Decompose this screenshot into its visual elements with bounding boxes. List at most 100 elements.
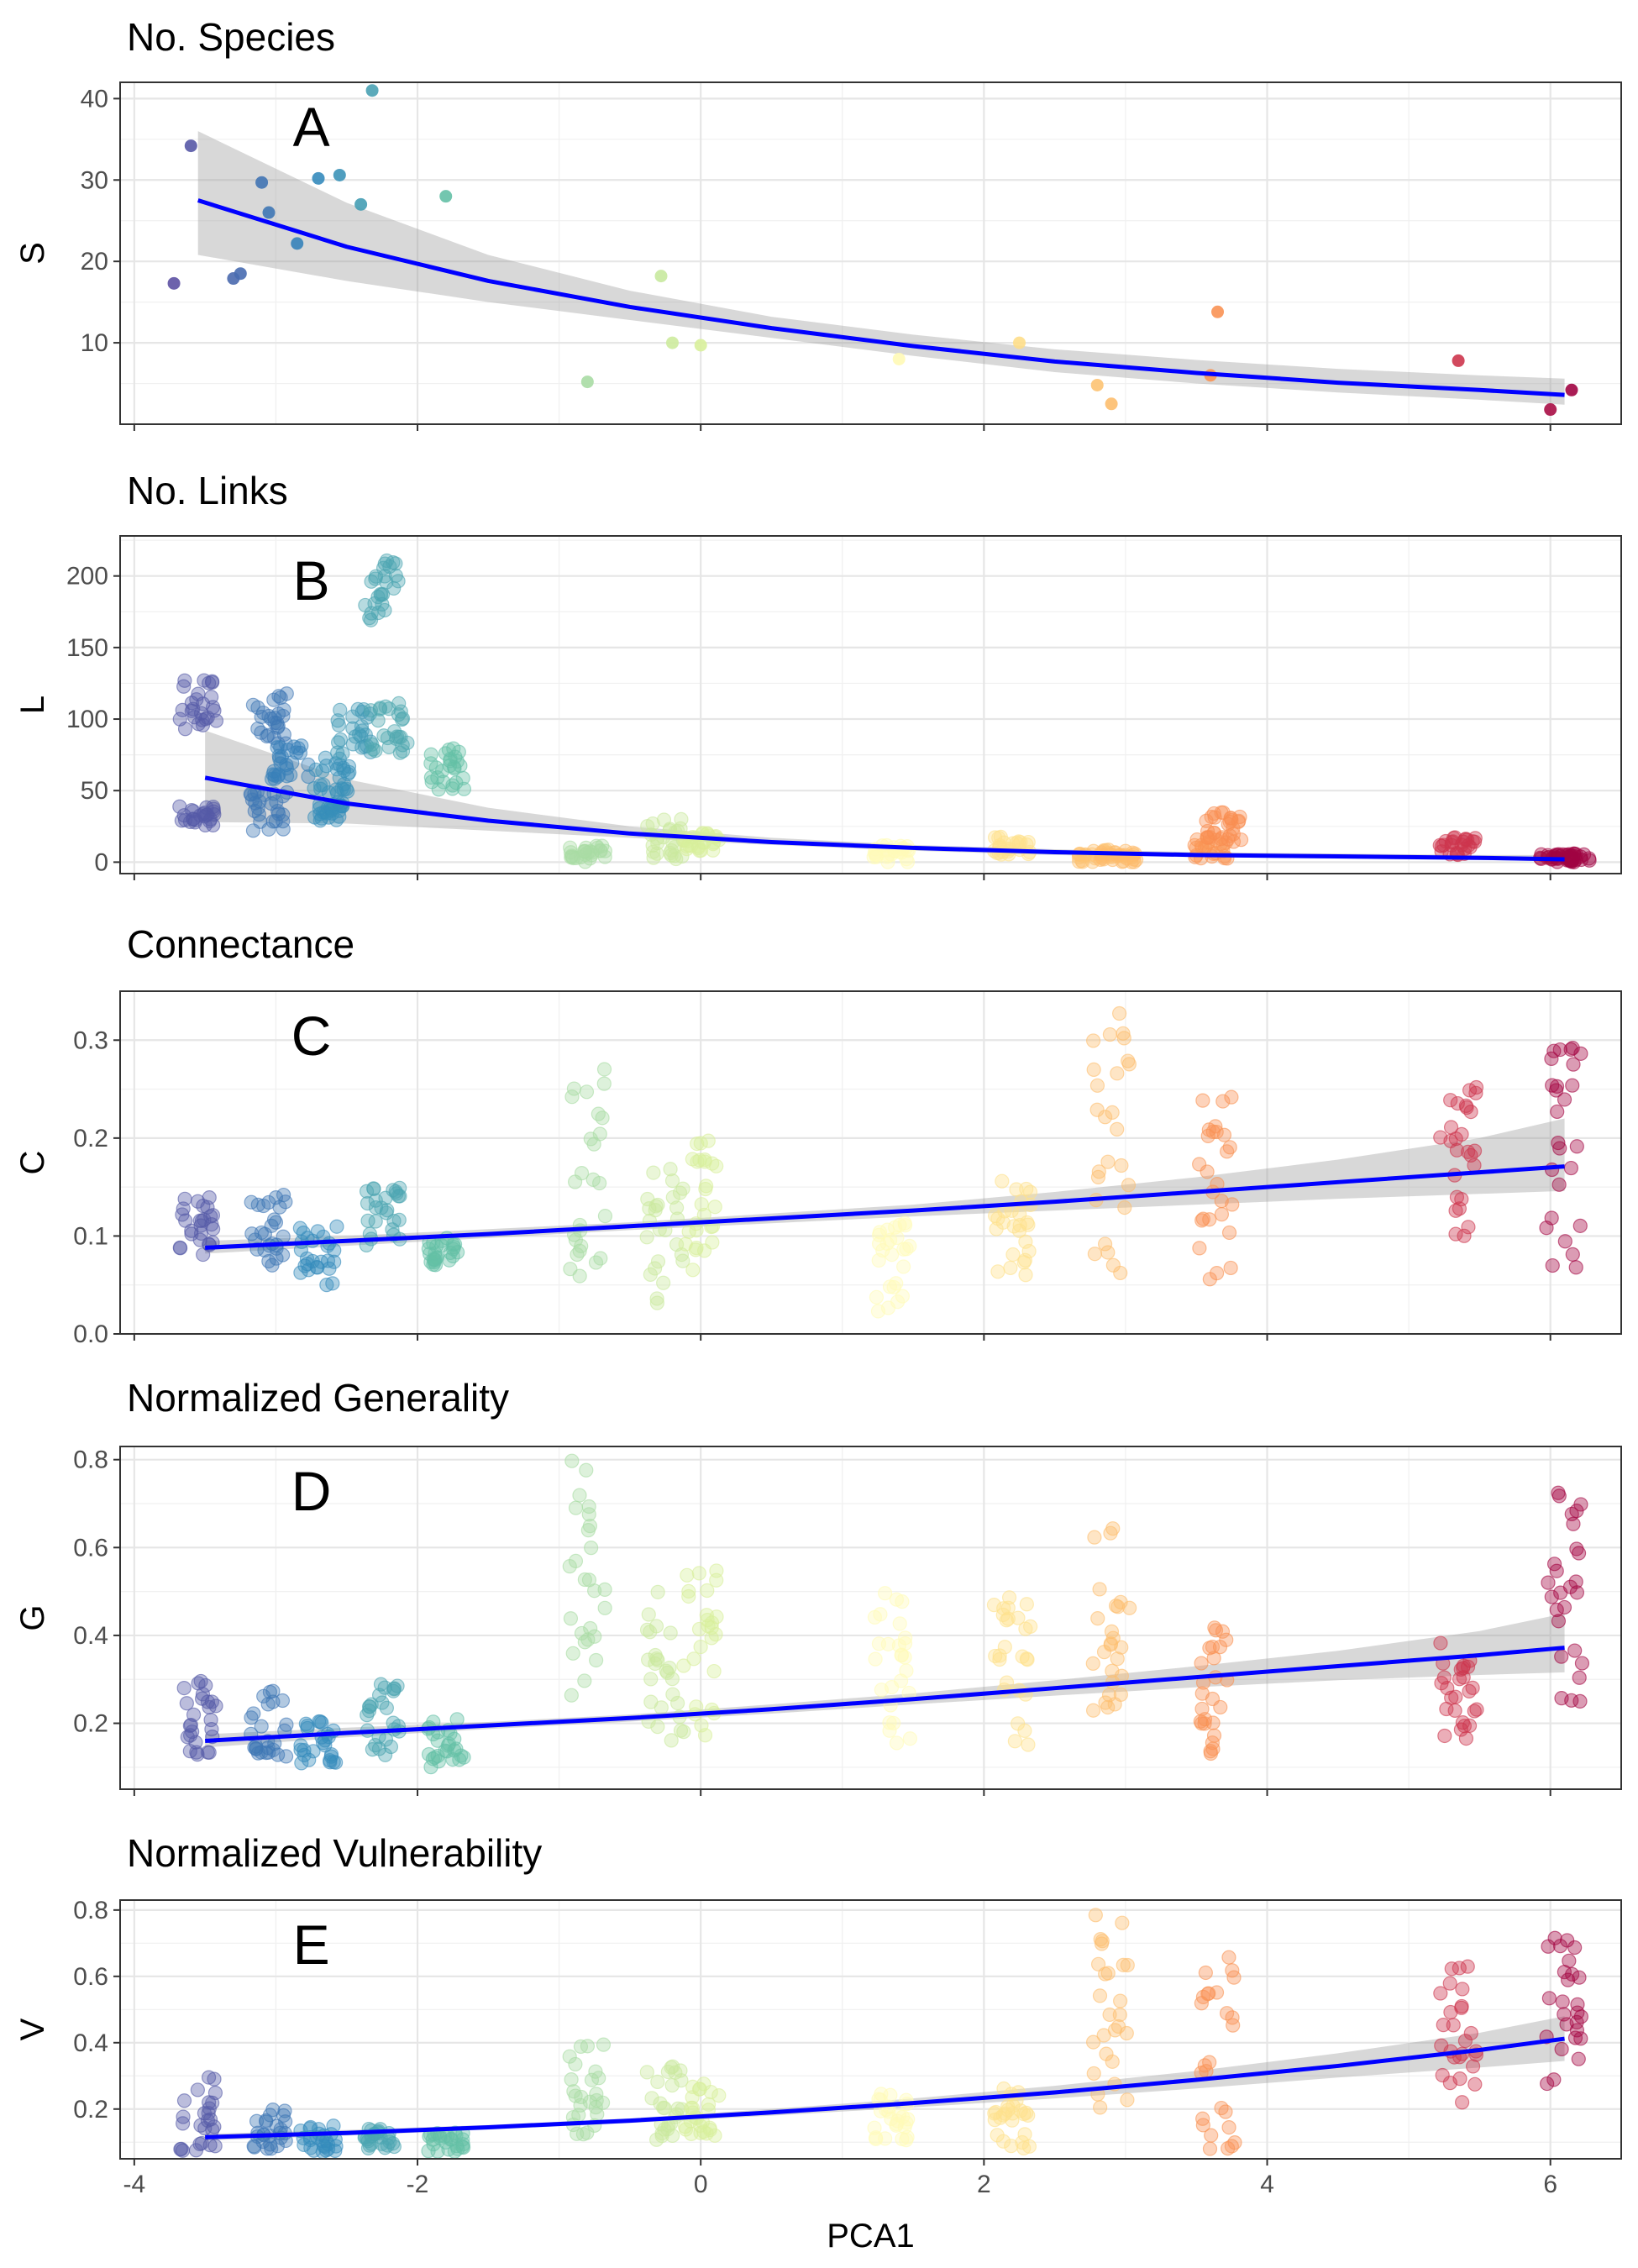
- data-point: [1461, 1144, 1476, 1159]
- data-point: [1085, 2034, 1101, 2050]
- data-point: [1114, 1158, 1129, 1173]
- data-point: [1071, 854, 1087, 869]
- data-point: [391, 696, 407, 711]
- smooth-trend-line: [205, 2036, 1565, 2139]
- data-point: [1436, 2018, 1451, 2033]
- data-point: [386, 1682, 402, 1697]
- data-point: [1455, 1715, 1471, 1730]
- data-point: [247, 2139, 262, 2155]
- data-point: [446, 741, 461, 756]
- data-point: [650, 1719, 665, 1735]
- y-tick-label: 0.3: [73, 1026, 108, 1054]
- data-point: [245, 697, 260, 712]
- data-point: [1452, 354, 1465, 367]
- data-point: [870, 1304, 886, 1319]
- data-point: [649, 1651, 664, 1667]
- data-point: [365, 742, 381, 757]
- data-point: [693, 2125, 708, 2140]
- data-point: [1226, 2018, 1241, 2033]
- data-point: [368, 1200, 384, 1215]
- data-point: [874, 2087, 889, 2102]
- data-point: [997, 1640, 1012, 1655]
- data-point: [377, 1747, 393, 1762]
- data-point: [1110, 1121, 1125, 1137]
- data-point: [1197, 2058, 1212, 2073]
- data-point: [867, 1609, 883, 1625]
- data-point: [894, 1648, 909, 1663]
- data-point: [596, 1076, 612, 1091]
- confidence-band: [205, 2016, 1565, 2141]
- data-point: [176, 679, 192, 694]
- data-point: [1022, 1184, 1038, 1200]
- data-point: [990, 2128, 1005, 2143]
- data-point: [690, 1136, 705, 1152]
- data-point: [1111, 1005, 1127, 1021]
- data-point: [987, 1208, 1003, 1223]
- data-point: [1013, 2103, 1028, 2118]
- data-point: [176, 1201, 191, 1216]
- panel-c: 0.0 0.1 0.2 0.3 Connectance C C: [14, 922, 1622, 1348]
- panel-background: [120, 1900, 1621, 2159]
- x-tick-label: -2: [407, 2171, 429, 2198]
- data-point: [1094, 1936, 1110, 1951]
- data-point: [650, 1584, 665, 1599]
- data-point: [1569, 2023, 1585, 2038]
- data-point: [191, 686, 206, 701]
- data-point: [1444, 1961, 1459, 1977]
- data-point: [1202, 830, 1217, 845]
- y-tick-label: 100: [66, 706, 108, 733]
- data-point: [431, 1754, 446, 1769]
- data-point: [597, 1600, 612, 1615]
- data-point: [362, 1699, 377, 1714]
- y-tick-label: 200: [66, 563, 108, 591]
- data-point: [333, 732, 349, 748]
- data-point: [1462, 1718, 1478, 1734]
- data-point: [1110, 1066, 1125, 1081]
- data-point: [293, 1738, 308, 1753]
- data-point: [330, 745, 345, 760]
- data-point: [176, 1681, 192, 1696]
- data-point: [313, 781, 328, 796]
- y-axis-label: V: [14, 2018, 51, 2040]
- data-point: [366, 1181, 381, 1196]
- data-point: [1116, 1031, 1131, 1046]
- data-point: [1100, 1699, 1116, 1715]
- data-point: [1193, 1714, 1208, 1729]
- data-point: [340, 766, 355, 782]
- data-point: [363, 703, 379, 718]
- data-point: [900, 2112, 916, 2127]
- data-point: [285, 755, 300, 770]
- panel-border: [119, 1899, 1622, 2160]
- panel-label: B: [293, 549, 330, 612]
- data-point: [884, 1679, 900, 1695]
- data-point: [280, 743, 296, 758]
- data-point: [293, 1742, 308, 1757]
- data-point: [1545, 1078, 1560, 1093]
- data-point: [1463, 2025, 1478, 2041]
- data-point: [892, 1616, 907, 1631]
- data-point: [1088, 1908, 1103, 1923]
- data-point: [1443, 1120, 1459, 1135]
- data-point: [1454, 1191, 1469, 1207]
- data-point: [175, 2143, 191, 2158]
- data-point: [577, 1673, 592, 1688]
- data-point: [302, 1752, 317, 1767]
- data-point: [273, 690, 288, 706]
- data-point: [568, 1232, 583, 1247]
- y-tick-label: 20: [81, 248, 108, 276]
- data-point: [433, 2130, 448, 2145]
- data-point: [1221, 816, 1236, 832]
- data-point: [900, 854, 916, 869]
- data-point: [189, 692, 204, 707]
- data-point: [296, 1225, 311, 1241]
- data-point: [1085, 1703, 1101, 1718]
- data-point: [345, 709, 360, 724]
- data-point: [879, 1236, 895, 1251]
- data-point: [201, 2070, 217, 2085]
- panel-label: A: [293, 96, 330, 158]
- data-point: [1207, 1620, 1222, 1635]
- data-point: [423, 747, 438, 762]
- data-point: [1560, 1972, 1576, 1987]
- data-point: [1468, 1085, 1483, 1100]
- data-point: [1208, 1623, 1224, 1638]
